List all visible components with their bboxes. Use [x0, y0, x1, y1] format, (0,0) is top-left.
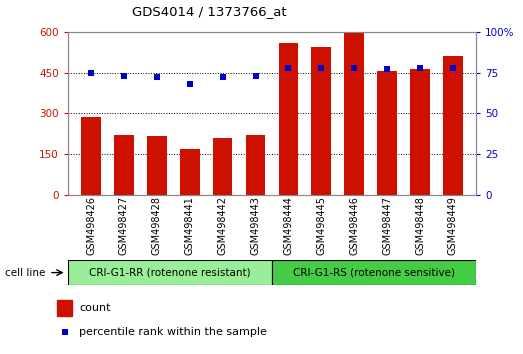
- Bar: [377, 71, 397, 195]
- Point: [416, 65, 424, 70]
- Text: cell line: cell line: [5, 268, 46, 278]
- Point: [120, 73, 128, 79]
- Bar: [344, 32, 364, 195]
- Bar: [272, 260, 476, 285]
- Bar: [213, 138, 233, 195]
- Bar: [147, 136, 167, 195]
- Point: [383, 67, 391, 72]
- Point: [284, 65, 292, 70]
- Point: [350, 65, 358, 70]
- Text: count: count: [79, 303, 110, 313]
- Point: [186, 81, 194, 87]
- Point: [153, 75, 161, 80]
- Text: GDS4014 / 1373766_at: GDS4014 / 1373766_at: [132, 5, 287, 18]
- Point: [61, 329, 69, 335]
- Bar: [81, 118, 101, 195]
- Point: [252, 73, 260, 79]
- Bar: [180, 149, 200, 195]
- Bar: [68, 260, 272, 285]
- Point: [449, 65, 457, 70]
- Point: [317, 65, 325, 70]
- Point: [87, 70, 95, 75]
- Bar: [410, 69, 430, 195]
- Point: [219, 75, 227, 80]
- Bar: [443, 56, 463, 195]
- Bar: [311, 47, 331, 195]
- Text: CRI-G1-RR (rotenone resistant): CRI-G1-RR (rotenone resistant): [89, 268, 251, 278]
- Text: CRI-G1-RS (rotenone sensitive): CRI-G1-RS (rotenone sensitive): [293, 268, 455, 278]
- Bar: [246, 135, 265, 195]
- Bar: [57, 300, 72, 316]
- Bar: [114, 135, 134, 195]
- Bar: [279, 43, 298, 195]
- Text: percentile rank within the sample: percentile rank within the sample: [79, 327, 267, 337]
